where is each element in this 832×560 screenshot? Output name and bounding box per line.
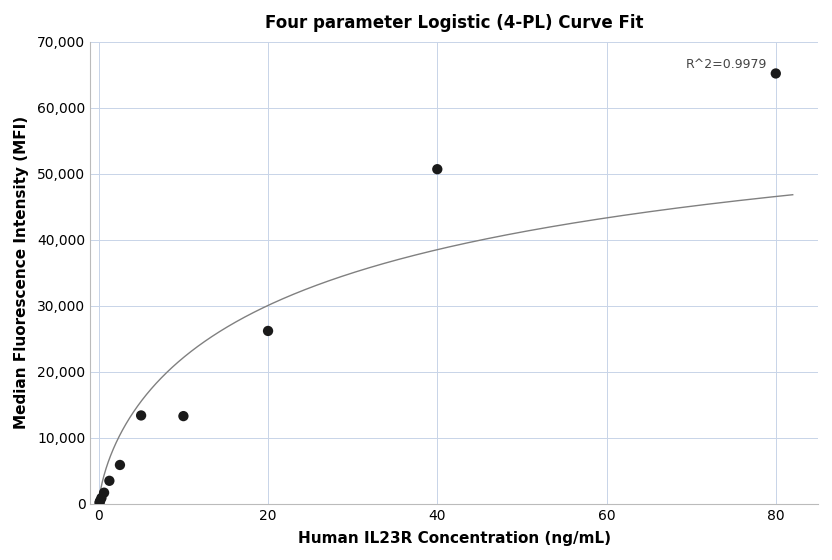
X-axis label: Human IL23R Concentration (ng/mL): Human IL23R Concentration (ng/mL): [298, 531, 611, 546]
Title: Four parameter Logistic (4-PL) Curve Fit: Four parameter Logistic (4-PL) Curve Fit: [265, 14, 643, 32]
Point: [93, 497, 106, 506]
Point: [102, 477, 116, 486]
Point: [135, 411, 148, 420]
Point: [95, 493, 108, 502]
Point: [769, 69, 782, 78]
Point: [97, 488, 111, 497]
Point: [93, 498, 106, 507]
Text: R^2=0.9979: R^2=0.9979: [686, 58, 767, 71]
Point: [113, 460, 126, 469]
Point: [261, 326, 275, 335]
Point: [431, 165, 444, 174]
Y-axis label: Median Fluorescence Intensity (MFI): Median Fluorescence Intensity (MFI): [14, 116, 29, 430]
Point: [176, 412, 190, 421]
